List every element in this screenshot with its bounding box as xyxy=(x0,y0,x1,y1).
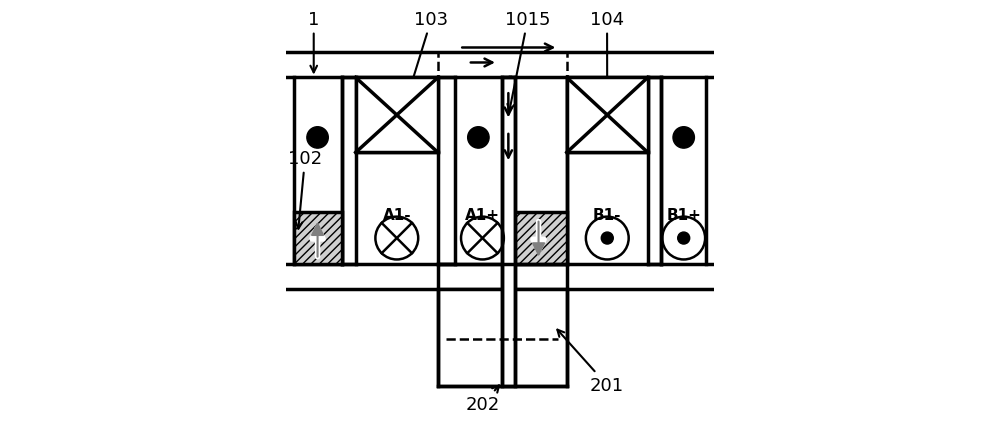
Text: 104: 104 xyxy=(590,11,624,126)
Circle shape xyxy=(468,127,489,149)
Text: B1+: B1+ xyxy=(666,208,701,222)
Text: A1+: A1+ xyxy=(465,208,500,222)
Circle shape xyxy=(307,127,328,149)
Bar xyxy=(510,213,567,264)
Text: B1-: B1- xyxy=(593,208,622,222)
Text: 1: 1 xyxy=(308,11,319,73)
Bar xyxy=(502,78,515,386)
Bar xyxy=(567,78,648,153)
Circle shape xyxy=(673,127,694,149)
Bar xyxy=(356,78,438,153)
Text: 103: 103 xyxy=(397,11,449,127)
Text: 201: 201 xyxy=(557,330,624,394)
Circle shape xyxy=(678,233,690,245)
Text: 202: 202 xyxy=(466,385,500,413)
Bar xyxy=(438,290,567,386)
Text: A1-: A1- xyxy=(382,208,411,222)
Text: 102: 102 xyxy=(288,150,322,229)
Bar xyxy=(294,213,342,264)
Circle shape xyxy=(601,233,613,245)
Text: 1015: 1015 xyxy=(505,11,551,112)
